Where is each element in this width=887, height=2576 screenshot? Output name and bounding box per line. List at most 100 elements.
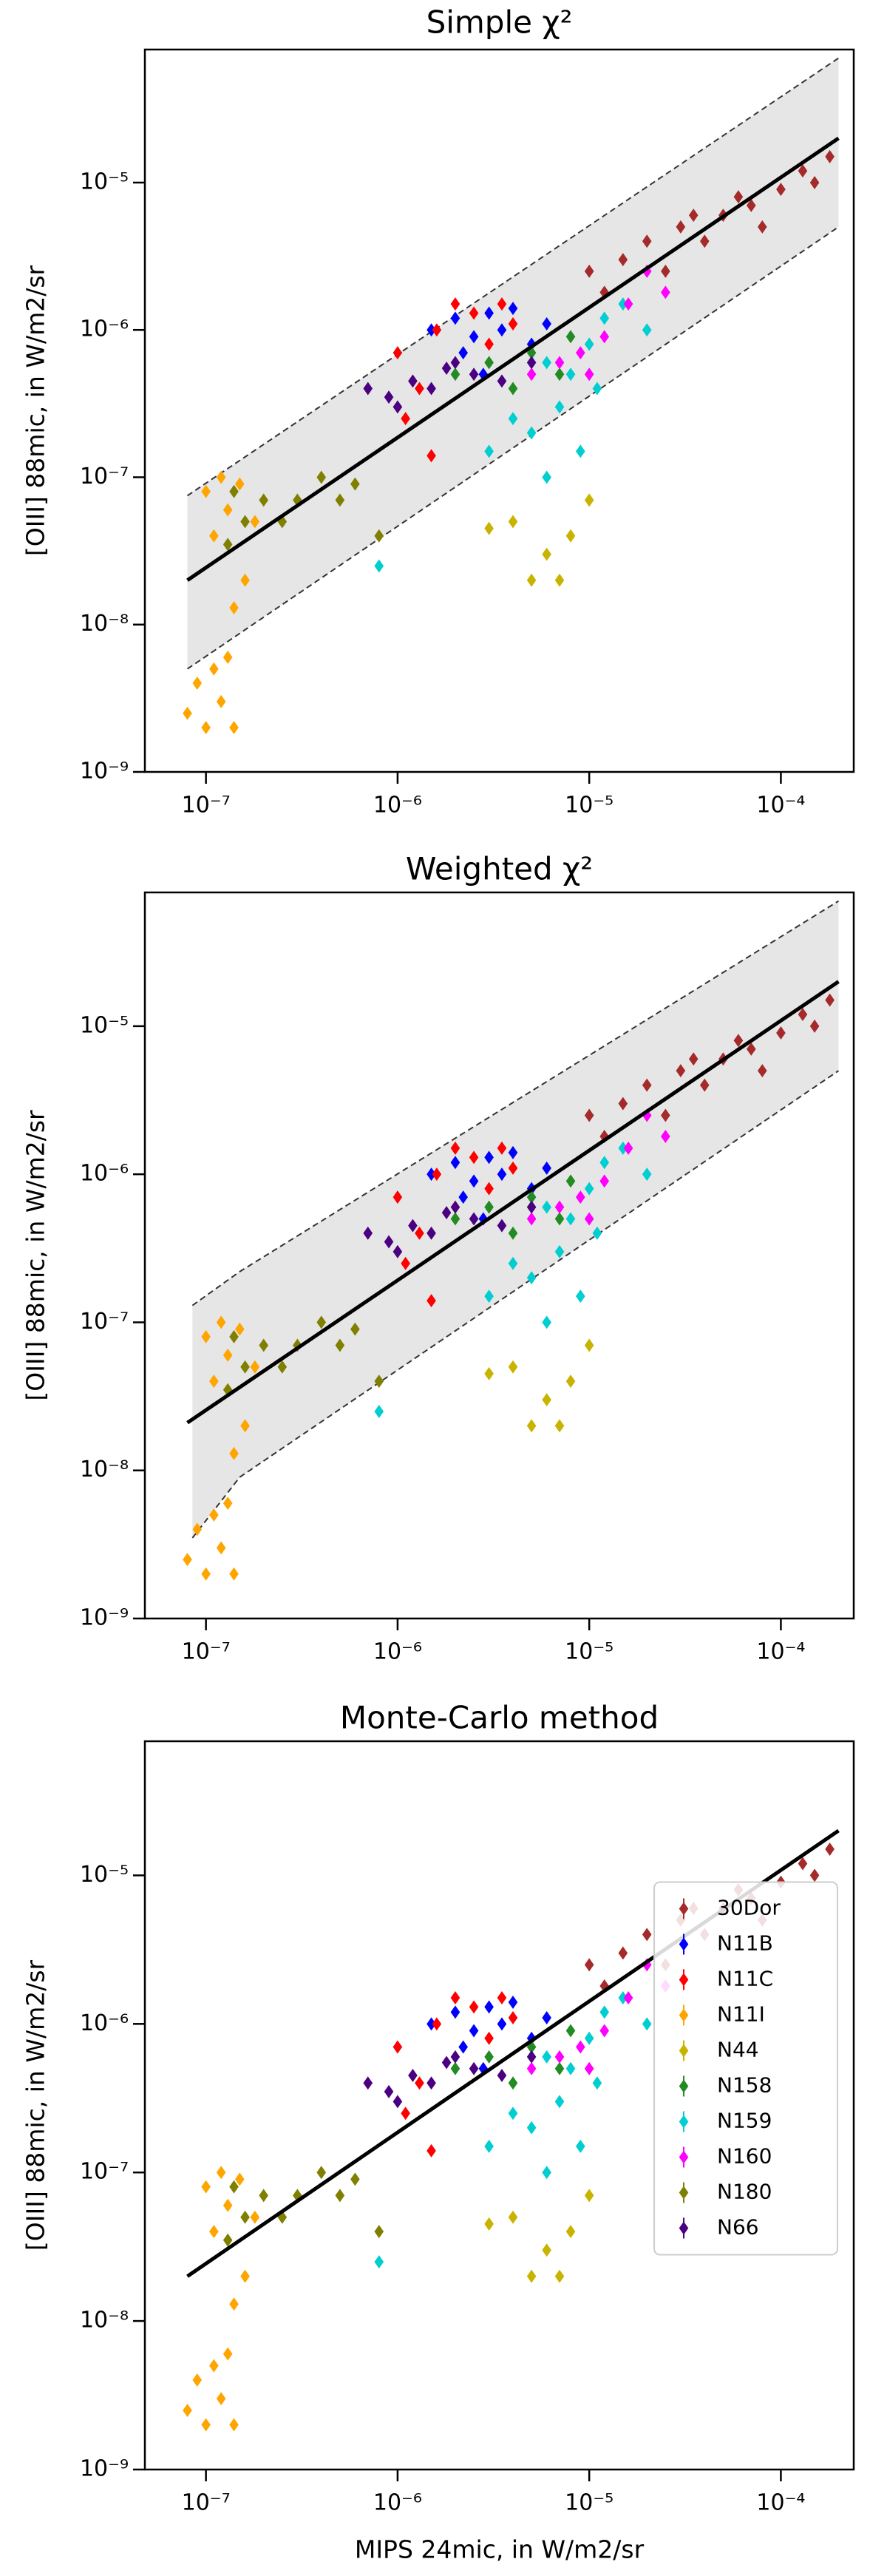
- legend-box: [653, 1881, 838, 2256]
- data-point: [526, 1190, 537, 1204]
- data-point: [363, 1226, 373, 1240]
- band-edge: [191, 1070, 840, 1539]
- x-tick-label: 10⁻⁷: [182, 793, 231, 818]
- data-point: [209, 1375, 219, 1389]
- data-point: [450, 2061, 461, 2075]
- legend-marker: [679, 1973, 689, 1987]
- legend-label: N11B: [717, 1931, 773, 1956]
- data-point: [623, 1990, 633, 2004]
- data-point: [526, 1419, 537, 1433]
- data-point: [642, 1928, 652, 1942]
- data-point: [484, 1200, 494, 1214]
- data-point: [458, 2040, 468, 2054]
- data-point: [209, 662, 219, 676]
- data-point: [401, 1256, 410, 1270]
- data-point: [508, 382, 518, 396]
- data-point: [484, 306, 494, 320]
- data-point: [316, 2166, 327, 2180]
- data-point: [450, 2050, 461, 2064]
- data-point: [599, 311, 609, 325]
- data-point: [776, 183, 786, 197]
- data-point: [426, 1226, 436, 1240]
- data-point: [408, 374, 418, 388]
- data-point: [392, 2040, 403, 2054]
- data-point: [599, 1174, 609, 1188]
- y-tick-label: 10⁻⁶: [80, 1161, 129, 1187]
- data-point: [240, 2210, 250, 2224]
- data-point: [484, 2000, 494, 2014]
- data-point: [554, 367, 565, 382]
- data-point: [316, 1315, 327, 1329]
- data-point: [497, 1141, 507, 1155]
- data-point: [776, 1026, 786, 1040]
- data-point: [542, 2050, 551, 2064]
- data-point: [234, 2172, 245, 2186]
- y-tick-label: 10⁻⁵: [80, 169, 129, 194]
- data-point: [542, 2166, 551, 2180]
- data-point: [259, 1338, 268, 1352]
- data-point: [392, 1190, 403, 1204]
- data-point: [565, 2024, 576, 2038]
- x-axis-label: MIPS 24mic, in W/m2/sr: [355, 2535, 645, 2564]
- data-point: [542, 1161, 551, 1175]
- data-point: [526, 2061, 537, 2075]
- data-point: [642, 1078, 652, 1092]
- data-point: [401, 2106, 410, 2121]
- data-point: [350, 1322, 360, 1336]
- y-tick-label: 10⁻⁶: [80, 316, 129, 342]
- axes-frame: [143, 48, 855, 773]
- data-point: [497, 374, 507, 388]
- data-point: [458, 1190, 468, 1204]
- data-point: [441, 361, 452, 375]
- y-axis-label: [OIII] 88mic, in W/m2/sr: [21, 1959, 50, 2251]
- data-point: [384, 2084, 394, 2098]
- data-point: [592, 382, 602, 396]
- data-point: [201, 484, 211, 498]
- confidence-band: [187, 58, 839, 669]
- data-point: [183, 2404, 192, 2418]
- data-point: [746, 198, 756, 212]
- data-point: [335, 2189, 345, 2203]
- data-point: [469, 2061, 479, 2075]
- data-point: [450, 1212, 461, 1226]
- data-point: [798, 1857, 808, 1871]
- band-edge: [191, 900, 839, 1306]
- data-point: [584, 1182, 594, 1196]
- data-point: [661, 1108, 670, 1122]
- y-tick-label: 10⁻⁵: [80, 1012, 129, 1038]
- data-point: [508, 1226, 518, 1240]
- data-point: [229, 2180, 239, 2194]
- data-point: [508, 515, 518, 529]
- data-point: [508, 2076, 518, 2090]
- data-point: [542, 2243, 551, 2257]
- legend-label: N180: [717, 2180, 772, 2204]
- data-point: [316, 470, 327, 484]
- data-point: [618, 1141, 628, 1155]
- data-point: [526, 1212, 537, 1226]
- chart-title: Simple χ²: [426, 4, 573, 41]
- data-point: [497, 1990, 507, 2004]
- data-point: [565, 330, 576, 344]
- legend-marker: [679, 1937, 689, 1951]
- data-point: [229, 484, 239, 498]
- data-point: [234, 477, 245, 491]
- data-point: [426, 2143, 436, 2158]
- data-point: [484, 444, 494, 458]
- data-point: [432, 2017, 442, 2031]
- x-tick-label: 10⁻⁵: [565, 1639, 614, 1665]
- y-tick-label: 10⁻⁹: [80, 2456, 129, 2482]
- y-tick-label: 10⁻⁹: [80, 1605, 129, 1631]
- data-point: [484, 1289, 494, 1304]
- data-point: [733, 190, 744, 204]
- data-point: [618, 1990, 628, 2004]
- data-point: [542, 1315, 551, 1329]
- data-point: [222, 1497, 233, 1511]
- data-point: [592, 1226, 602, 1240]
- data-point: [746, 1042, 756, 1056]
- data-point: [216, 694, 226, 708]
- data-point: [192, 2373, 203, 2387]
- data-point: [469, 330, 479, 344]
- data-point: [401, 412, 410, 426]
- legend-marker: [679, 2186, 689, 2200]
- y-tick-label: 10⁻⁹: [80, 759, 129, 784]
